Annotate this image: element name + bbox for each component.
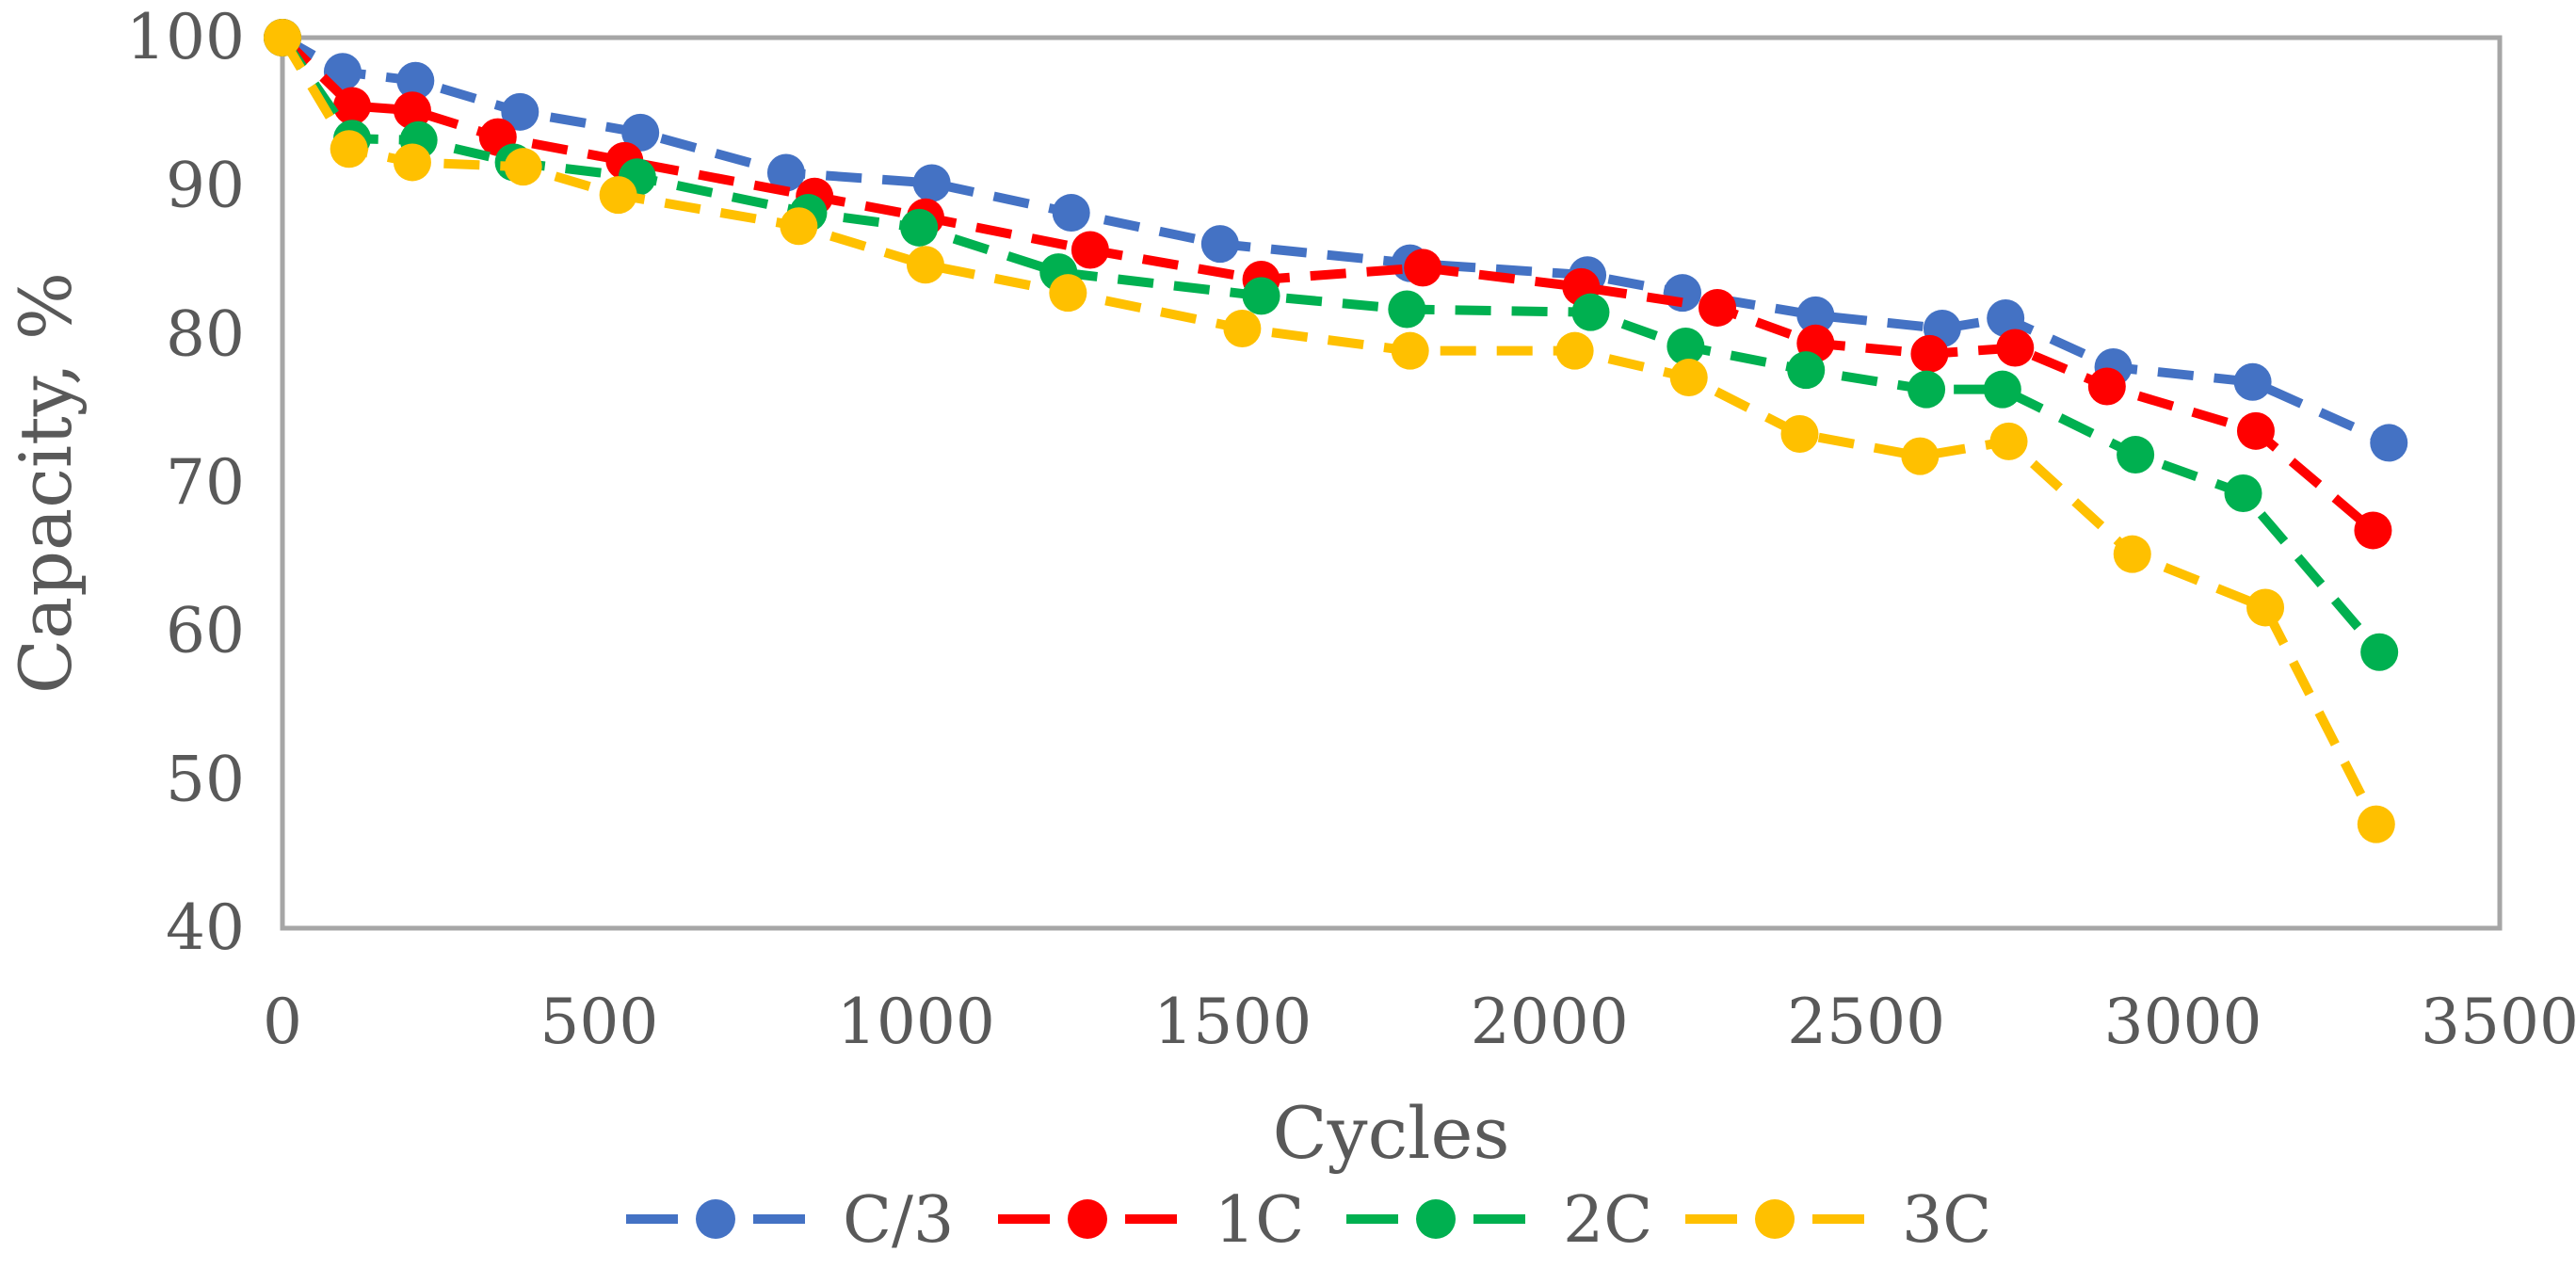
x-tick-label: 3500 [2421, 986, 2576, 1058]
data-point [1666, 327, 1705, 365]
series-C-3 [264, 19, 2408, 462]
data-point [2087, 367, 2126, 406]
series-line [280, 33, 2391, 447]
x-tick-label: 1000 [837, 986, 995, 1058]
data-point [1787, 351, 1826, 390]
data-point [393, 143, 431, 182]
data-point [393, 91, 431, 130]
data-point [1669, 359, 1708, 397]
data-point [780, 207, 818, 246]
legend-label: C/3 [843, 1183, 954, 1258]
x-tick-label: 3000 [2104, 986, 2262, 1058]
data-point [1908, 370, 1946, 409]
data-point [906, 246, 944, 284]
data-point [2236, 411, 2275, 450]
data-point [766, 153, 805, 192]
data-point [2224, 474, 2262, 513]
data-point [1664, 274, 1702, 313]
legend-entry-C-3: C/3 [626, 1183, 954, 1258]
legend-marker [1416, 1199, 1456, 1239]
legend-marker [1755, 1199, 1795, 1239]
legend-label: 2C [1563, 1183, 1652, 1258]
legend-entry-1C: 1C [998, 1183, 1304, 1258]
data-point [1555, 331, 1594, 370]
data-point [396, 61, 435, 100]
data-point [2246, 588, 2285, 627]
data-point [2117, 436, 2155, 474]
data-point [1987, 298, 2025, 337]
data-point [1901, 437, 1940, 475]
series-line [278, 35, 2383, 655]
data-point [2354, 511, 2392, 550]
x-tick-label: 2000 [1471, 986, 1629, 1058]
data-point [2113, 535, 2151, 573]
legend: C/3 1C 2C 3C [626, 1183, 1991, 1258]
data-point [330, 130, 368, 169]
y-axis-title: Capacity, % [4, 272, 88, 694]
data-point [1571, 293, 1610, 331]
data-point [2357, 805, 2395, 843]
data-point [501, 92, 539, 131]
data-point [1404, 249, 1442, 287]
data-point [333, 87, 372, 125]
x-axis-title: Cycles [1273, 1091, 1510, 1175]
data-point [1242, 277, 1280, 315]
data-point [1223, 310, 1262, 348]
y-tick-label: 80 [166, 297, 245, 370]
series-line [279, 34, 2376, 535]
data-point [1910, 334, 1949, 373]
x-tick-label: 0 [263, 986, 302, 1058]
data-point [1796, 296, 1835, 334]
data-point [2360, 633, 2399, 671]
data-point [1071, 231, 1109, 269]
legend-marker [1068, 1199, 1107, 1239]
legend-entry-2C: 2C [1346, 1183, 1652, 1258]
y-tick-label: 50 [166, 743, 245, 815]
legend-entry-3C: 3C [1685, 1183, 1991, 1258]
data-point [504, 148, 542, 186]
data-point [912, 164, 951, 202]
data-point [1200, 225, 1239, 264]
y-tick-label: 60 [166, 595, 245, 667]
y-tick-label: 40 [166, 891, 245, 964]
data-point [621, 113, 660, 152]
data-point [1996, 329, 2035, 367]
y-tick-label: 70 [166, 446, 245, 519]
data-point [1388, 290, 1426, 329]
x-tick-label: 2500 [1787, 986, 1945, 1058]
x-tick-label: 500 [539, 986, 658, 1058]
data-point [1983, 370, 2021, 409]
y-tick-label: 100 [126, 1, 245, 73]
data-point [1780, 414, 1819, 453]
legend-label: 3C [1902, 1183, 1991, 1258]
data-point [1699, 288, 1737, 327]
series-3C [264, 19, 2395, 843]
data-point [1391, 331, 1429, 370]
x-tick-label: 1500 [1153, 986, 1312, 1058]
data-point [900, 208, 939, 247]
data-point [599, 176, 637, 215]
legend-marker [696, 1199, 735, 1239]
data-point [2233, 362, 2272, 401]
series-1C [264, 19, 2392, 550]
data-point [1989, 422, 2028, 460]
legend-label: 1C [1215, 1183, 1304, 1258]
data-point [2370, 424, 2408, 462]
plot-area-border [280, 35, 2503, 931]
data-point [1049, 274, 1087, 313]
data-point [264, 19, 301, 56]
data-point [1052, 194, 1090, 233]
y-tick-label: 90 [166, 150, 245, 222]
